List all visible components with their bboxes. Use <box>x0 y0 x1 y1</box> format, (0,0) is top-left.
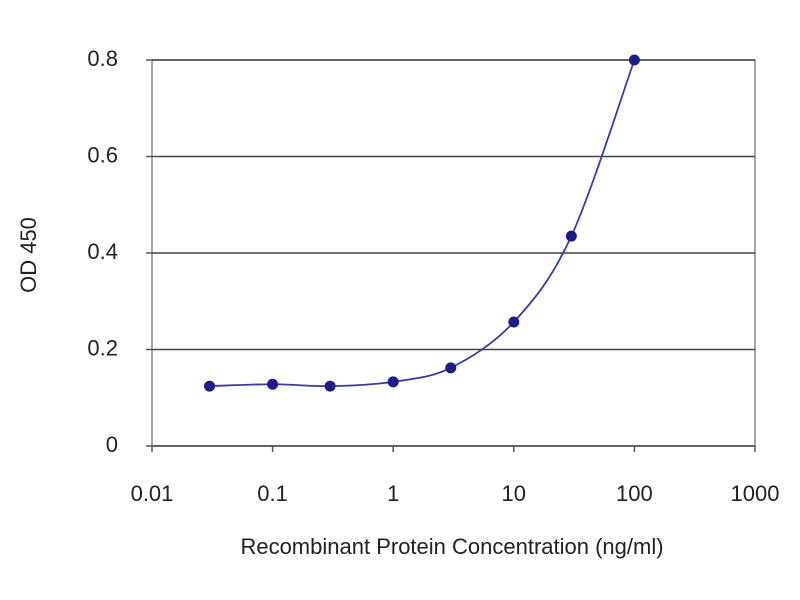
data-point <box>445 362 457 374</box>
x-axis-label: Recombinant Protein Concentration (ng/ml… <box>240 534 663 559</box>
x-tick-label: 100 <box>616 481 653 506</box>
x-tick-label: 1 <box>387 481 399 506</box>
y-tick-label: 0.8 <box>87 46 118 71</box>
y-tick-label: 0.6 <box>87 142 118 167</box>
data-point <box>324 380 336 392</box>
y-tick-label: 0 <box>106 432 118 457</box>
data-point <box>565 230 577 242</box>
data-point <box>387 376 399 388</box>
data-point <box>204 380 216 392</box>
data-point <box>628 54 640 66</box>
y-tick-label: 0.4 <box>87 239 118 264</box>
y-axis-label: OD 450 <box>16 217 41 293</box>
data-point <box>508 316 520 328</box>
x-tick-label: 1000 <box>731 481 780 506</box>
data-point <box>267 378 279 390</box>
y-tick-label: 0.2 <box>87 335 118 360</box>
x-tick-label: 10 <box>502 481 526 506</box>
x-tick-label: 0.01 <box>131 481 174 506</box>
x-tick-label: 0.1 <box>257 481 288 506</box>
